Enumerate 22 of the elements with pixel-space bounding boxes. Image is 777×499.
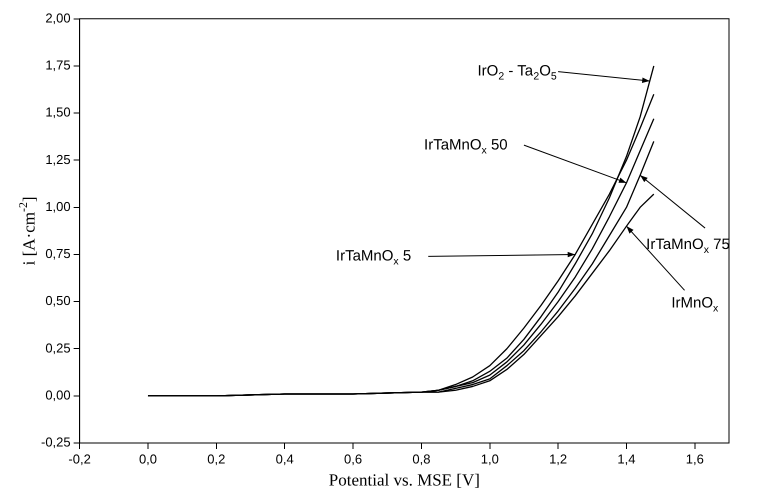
x-tick-label: 1,4 [617,451,636,466]
x-tick-label: 0,2 [207,451,226,466]
x-tick-label: 1,6 [686,451,704,466]
x-tick-label: -0,2 [68,451,91,466]
y-tick-label: 0,25 [45,340,71,356]
y-tick-label: 0,75 [45,246,71,262]
y-tick-label: 1,25 [45,152,71,167]
y-tick-label: 0,00 [45,387,71,402]
y-tick-label: 2,00 [45,10,71,26]
x-tick-label: 0,0 [138,451,158,466]
x-tick-label: 0,4 [276,451,294,466]
y-tick-label: 1,00 [45,198,71,214]
y-axis-title: i [A·cm-2] [16,196,38,266]
x-tick-label: 1,2 [549,451,568,466]
x-tick-label: 0,8 [412,451,430,466]
y-tick-label: 1,50 [45,104,71,120]
y-tick-label: 1,75 [45,58,71,73]
y-tick-label: 0,50 [45,293,71,308]
y-tick-label: -0,25 [40,434,71,450]
x-axis-title: Potential vs. MSE [V] [328,470,480,490]
x-tick-label: 0,6 [344,451,362,466]
x-tick-label: 1,0 [480,451,499,466]
